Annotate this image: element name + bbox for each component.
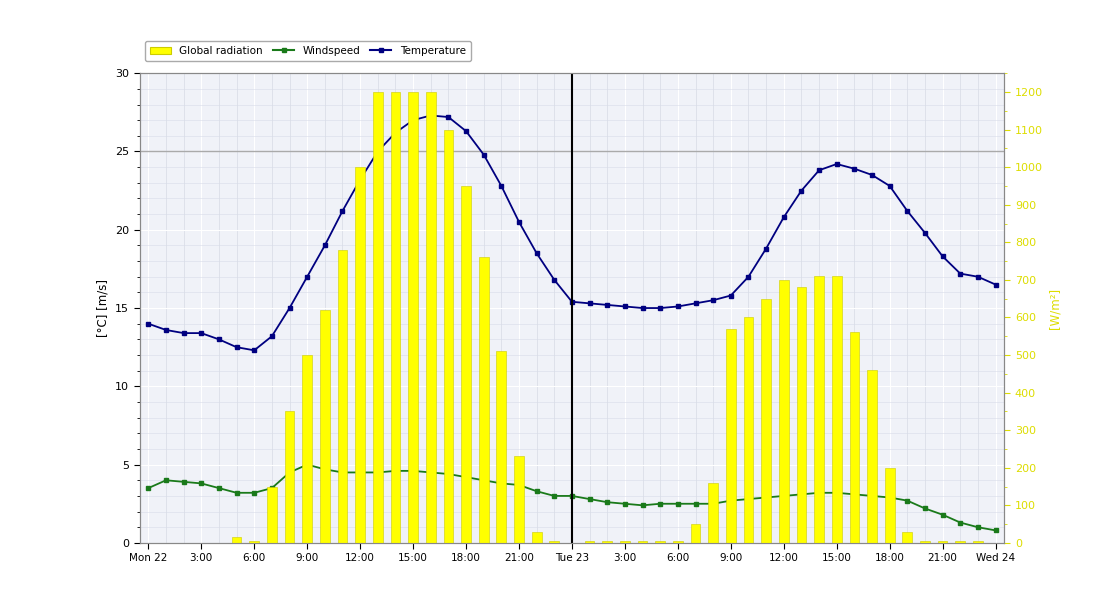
Bar	[497, 351, 507, 543]
Bar	[373, 92, 383, 543]
Bar	[426, 92, 435, 543]
Bar	[691, 524, 701, 543]
Bar	[797, 287, 806, 543]
Bar	[338, 250, 347, 543]
Bar	[815, 276, 824, 543]
Legend: Global radiation, Windspeed, Temperature: Global radiation, Windspeed, Temperature	[145, 41, 471, 61]
Bar	[655, 541, 665, 543]
Y-axis label: [°C] [m/s]: [°C] [m/s]	[96, 279, 109, 337]
Bar	[549, 541, 559, 543]
Bar	[620, 541, 629, 543]
Bar	[302, 355, 312, 543]
Bar	[320, 310, 329, 543]
Bar	[955, 541, 965, 543]
Bar	[725, 329, 735, 543]
Bar	[461, 186, 471, 543]
Bar	[903, 532, 912, 543]
Bar	[479, 257, 489, 543]
Bar	[603, 541, 612, 543]
Bar	[920, 541, 930, 543]
Bar	[514, 456, 523, 543]
Bar	[831, 276, 841, 543]
Bar	[532, 532, 541, 543]
Bar	[673, 541, 683, 543]
Bar	[355, 167, 365, 543]
Bar	[743, 317, 753, 543]
Bar	[267, 487, 277, 543]
Bar	[867, 370, 877, 543]
Bar	[885, 468, 895, 543]
Bar	[973, 541, 983, 543]
Bar	[849, 332, 859, 543]
Bar	[637, 541, 647, 543]
Bar	[585, 541, 595, 543]
Bar	[761, 299, 771, 543]
Bar	[937, 541, 947, 543]
Bar	[249, 541, 259, 543]
Bar	[408, 92, 418, 543]
Y-axis label: [W/m²]: [W/m²]	[1049, 287, 1061, 329]
Bar	[709, 483, 718, 543]
Bar	[232, 537, 241, 543]
Bar	[779, 280, 789, 543]
Bar	[443, 129, 453, 543]
Bar	[285, 411, 295, 543]
Bar	[391, 92, 401, 543]
